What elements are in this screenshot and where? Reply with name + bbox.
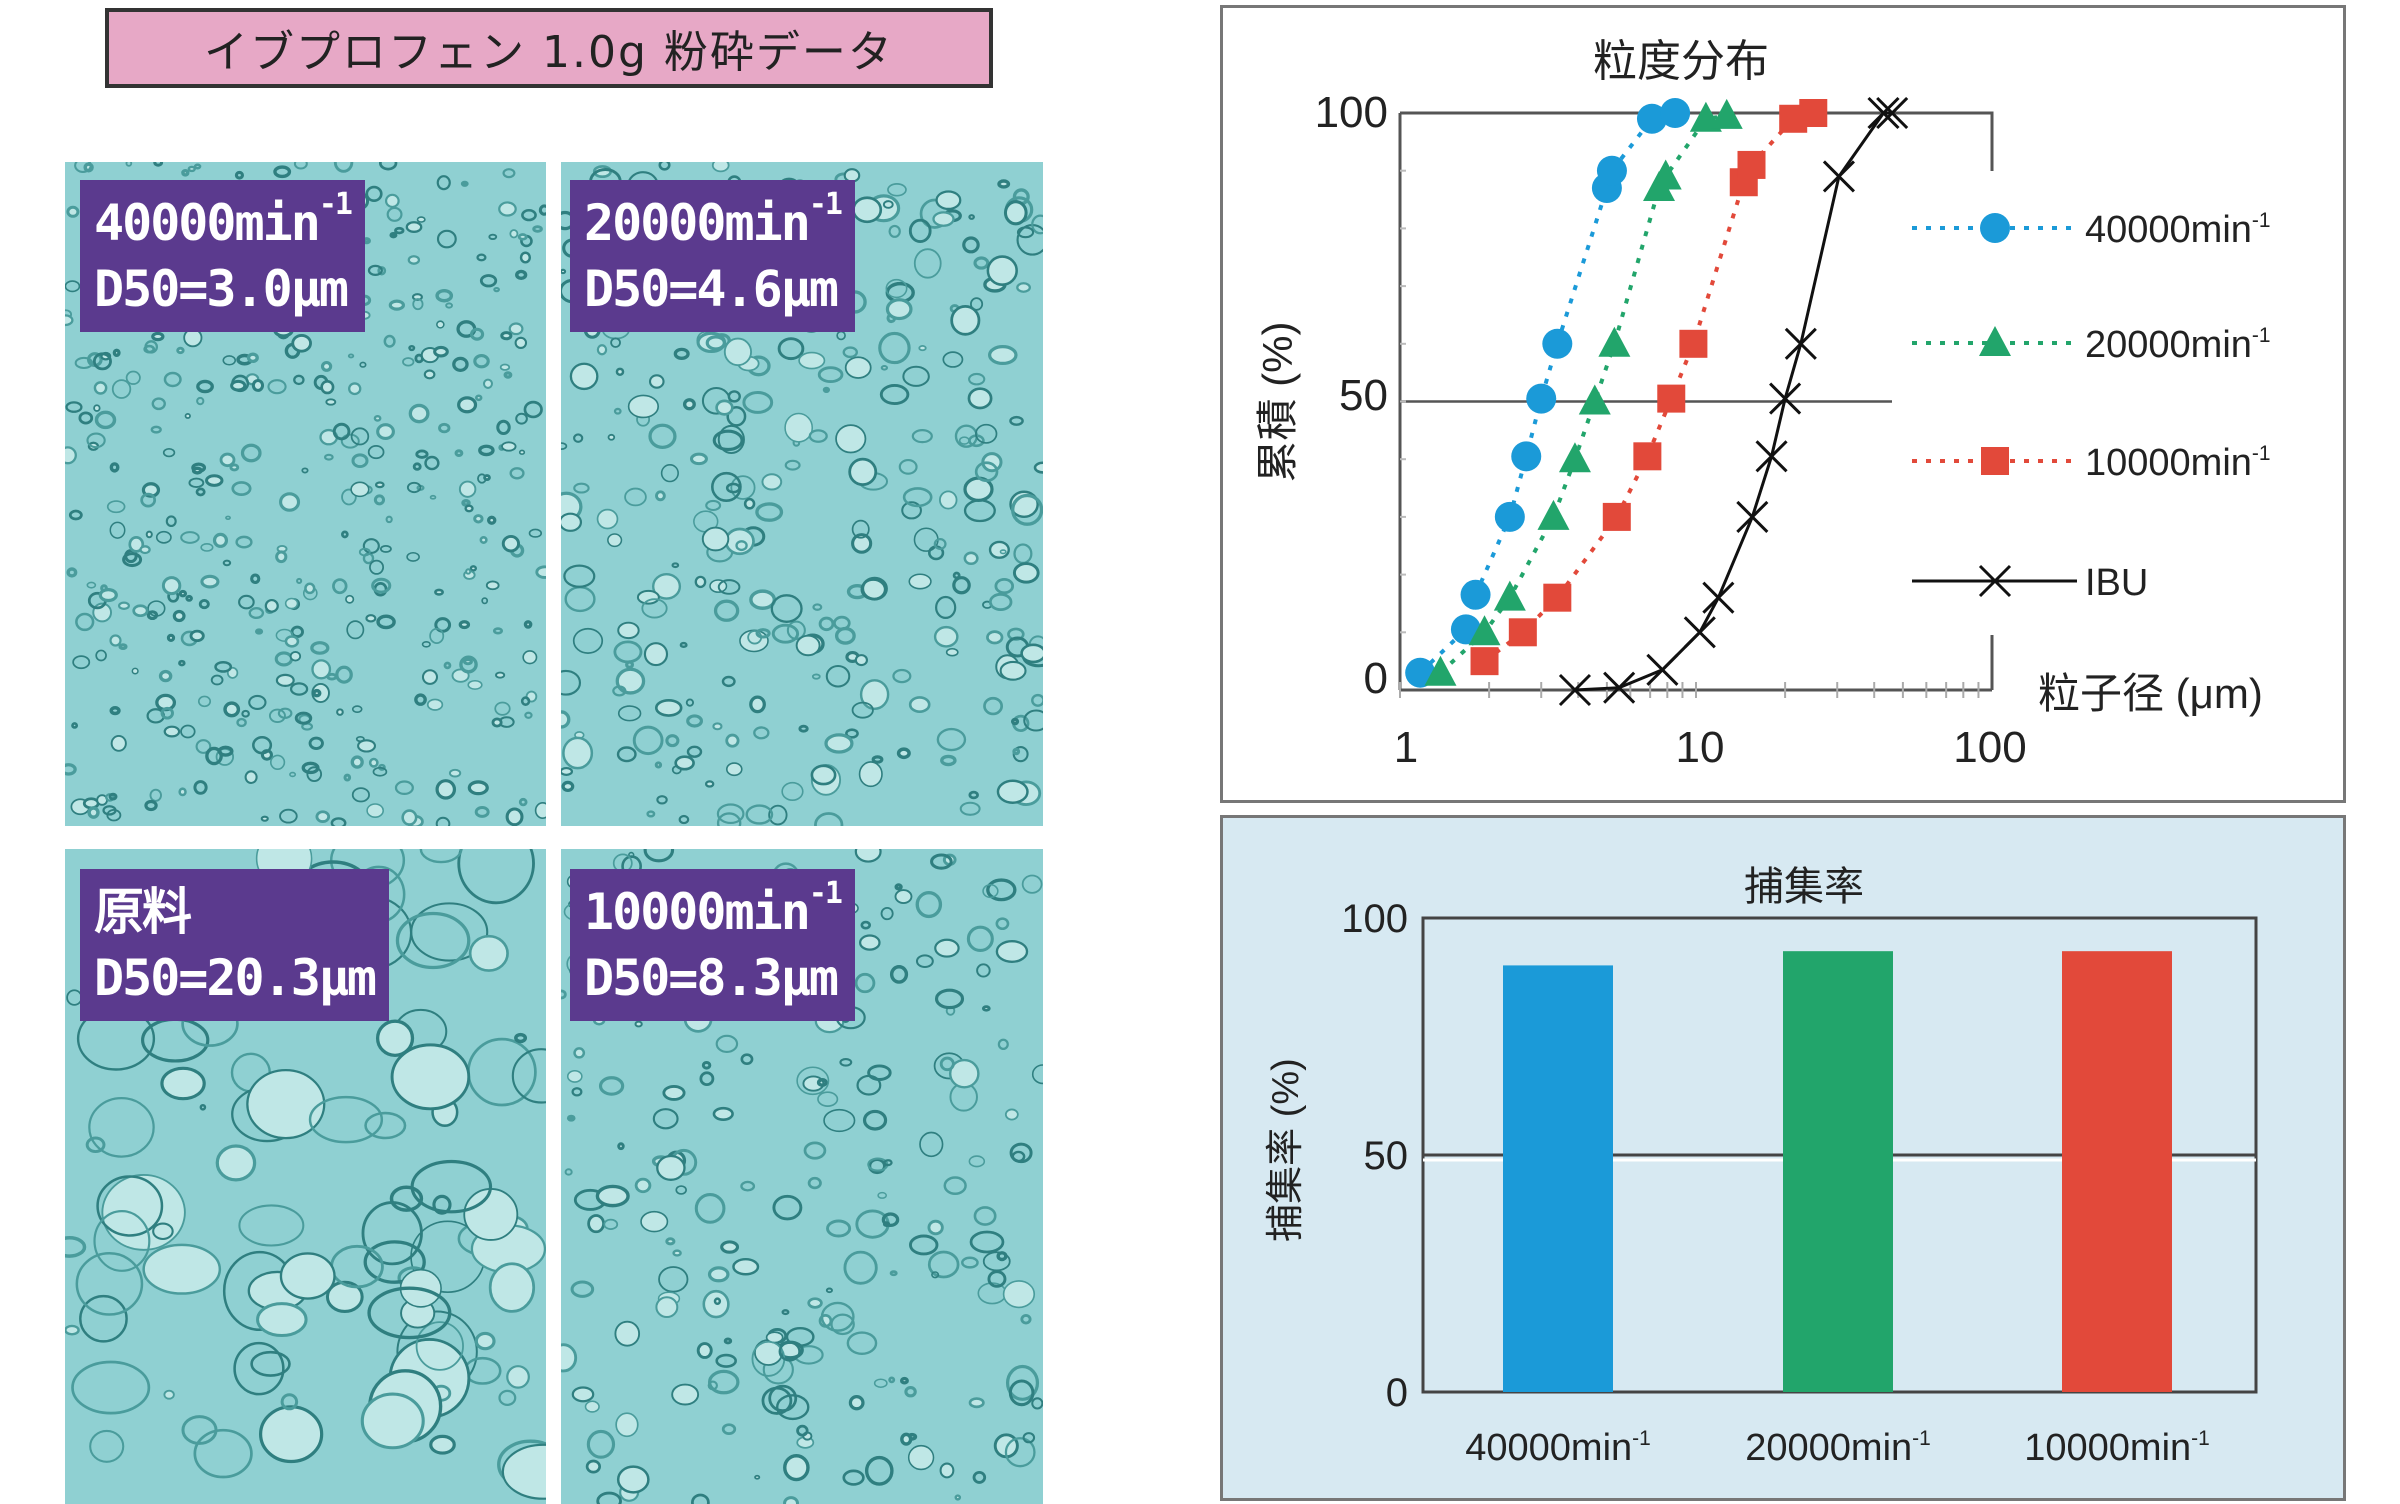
series-x — [1558, 96, 1909, 707]
data-point — [1657, 384, 1686, 413]
y-tick-label: 100 — [1315, 88, 1388, 137]
data-point — [1769, 382, 1802, 415]
legend-item: 20000min-1 — [1912, 324, 2270, 366]
data-point — [1646, 653, 1679, 686]
y-tick-label: 50 — [1339, 371, 1388, 420]
data-point — [1578, 384, 1611, 415]
data-point — [1460, 579, 1491, 610]
data-point — [1511, 441, 1542, 472]
micrograph-10000: 10000min-1 D50=8.3μm — [561, 849, 1043, 1504]
data-point — [1537, 499, 1570, 530]
x-tick-label: 10 — [1676, 723, 1725, 772]
data-point — [1660, 98, 1691, 128]
data-point — [1602, 502, 1631, 531]
micrograph-label: 10000min-1 D50=8.3μm — [570, 869, 855, 1021]
legend-label: IBU — [2085, 562, 2148, 604]
data-point — [1494, 501, 1525, 532]
series-circle — [1405, 98, 1691, 688]
particle-size-chart: 粒度分布 累積 (%) 粒子径 (μm) 100 50 0 1 10 100 4… — [1254, 37, 2270, 772]
x-tick-label: 1 — [1394, 723, 1418, 772]
data-point — [1542, 328, 1573, 359]
micrograph-label: 40000min-1 D50=3.0μm — [80, 180, 365, 332]
data-point — [1737, 150, 1766, 179]
chart-title: 捕集率 — [1744, 865, 1864, 909]
x-tick-label: 40000min-1 — [1465, 1427, 1650, 1469]
x-tick-label: 100 — [1953, 723, 2026, 772]
legend-label: 40000min-1 — [2085, 209, 2270, 251]
series-triangle — [1424, 98, 1743, 686]
collection-rate-chart: 捕集率 捕集率 (%) 100 50 0 40000min-1 20000min-… — [1265, 865, 2258, 1469]
micrograph-label: 20000min-1 D50=4.6μm — [570, 180, 855, 332]
series-square — [1470, 99, 1828, 676]
legend-marker — [1981, 447, 2009, 475]
data-point — [1679, 329, 1708, 358]
y-axis-label: 捕集率 (%) — [1265, 1058, 1307, 1242]
data-point — [1424, 655, 1457, 686]
data-point — [1702, 581, 1735, 614]
data-point — [1867, 96, 1900, 130]
legend-item: 10000min-1 — [1912, 442, 2270, 484]
legend-marker — [1979, 326, 2011, 356]
data-point — [1649, 159, 1682, 190]
data-point — [1710, 98, 1743, 129]
legend-marker — [1980, 213, 2010, 243]
data-point — [1508, 618, 1537, 647]
plot-frame-top — [1400, 111, 1994, 171]
particle-texture — [561, 162, 1043, 826]
micrograph-label: 原料 D50=20.3μm — [80, 869, 390, 1021]
series-line — [1574, 111, 1893, 692]
y-tick-label: 0 — [1364, 654, 1388, 703]
data-point — [1468, 615, 1501, 646]
data-point — [1736, 500, 1769, 533]
y-tick-label: 100 — [1341, 897, 1408, 941]
data-point — [1603, 671, 1636, 704]
bar — [1503, 965, 1613, 1392]
data-point — [1598, 326, 1631, 357]
data-point — [1558, 442, 1591, 473]
data-point — [1493, 580, 1526, 611]
bar — [1783, 951, 1893, 1392]
legend-marker — [1978, 564, 2012, 598]
page-title-text: イブプロフェン 1.0g 粉砕データ — [204, 27, 894, 78]
data-point — [1755, 440, 1788, 473]
data-point — [1683, 616, 1716, 649]
y-axis-label: 累積 (%) — [1254, 322, 1301, 483]
data-point — [1822, 160, 1855, 193]
micrograph-grid: 40000min-1 D50=3.0μm 20000min-1 D50=4.6μm … — [65, 162, 1043, 1504]
micrograph-raw: 原料 D50=20.3μm — [65, 849, 546, 1504]
legend-item: 40000min-1 — [1912, 209, 2270, 251]
legend-label: 20000min-1 — [2085, 324, 2270, 366]
data-point — [1636, 103, 1667, 134]
chart-title: 粒度分布 — [1593, 37, 1769, 86]
y-tick-label: 0 — [1386, 1371, 1408, 1415]
x-tick-label: 10000min-1 — [2024, 1427, 2209, 1469]
data-point — [1558, 673, 1592, 707]
data-point — [1799, 99, 1828, 127]
data-point — [1876, 96, 1909, 130]
x-tick-label: 20000min-1 — [1745, 1427, 1930, 1469]
data-point — [1470, 647, 1499, 676]
legend-label: 10000min-1 — [2085, 442, 2270, 484]
micrograph-40000: 40000min-1 D50=3.0μm — [65, 162, 546, 826]
data-point — [1633, 442, 1662, 471]
legend-item: IBU — [1912, 562, 2148, 604]
data-point — [1784, 327, 1817, 360]
bar — [2062, 951, 2172, 1392]
data-point — [1543, 583, 1572, 612]
x-axis-label: 粒子径 (μm) — [2038, 670, 2263, 717]
page-title: イブプロフェン 1.0g 粉砕データ — [105, 8, 993, 88]
micrograph-20000: 20000min-1 D50=4.6μm — [561, 162, 1043, 826]
y-tick-label: 50 — [1364, 1134, 1409, 1178]
data-point — [1596, 155, 1627, 186]
data-point — [1526, 383, 1557, 414]
